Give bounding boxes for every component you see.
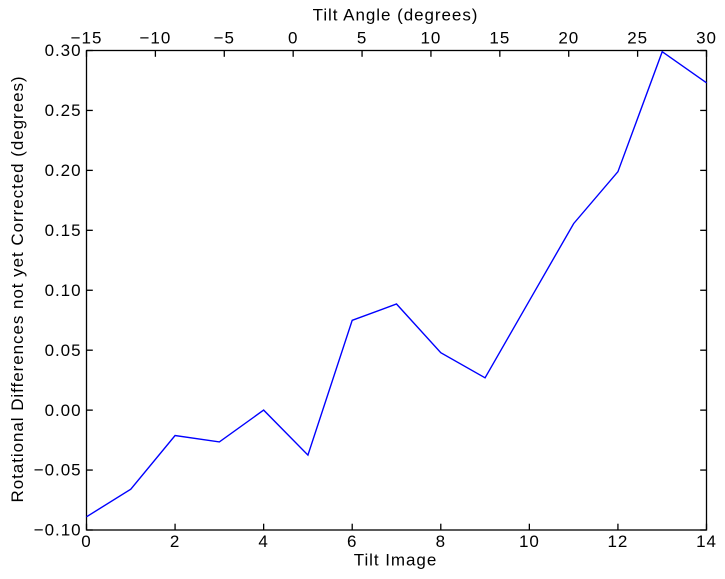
svg-text:0.25: 0.25 — [45, 101, 82, 120]
svg-text:0.20: 0.20 — [45, 161, 82, 180]
svg-text:10: 10 — [519, 532, 540, 551]
svg-text:4: 4 — [258, 532, 268, 551]
svg-text:12: 12 — [608, 532, 629, 551]
svg-text:15: 15 — [489, 28, 510, 47]
svg-text:−5: −5 — [214, 28, 235, 47]
svg-text:0.10: 0.10 — [45, 281, 82, 300]
svg-text:14: 14 — [696, 532, 717, 551]
svg-text:2: 2 — [170, 532, 180, 551]
svg-text:−10: −10 — [140, 28, 172, 47]
svg-text:0: 0 — [288, 28, 298, 47]
svg-text:8: 8 — [436, 532, 446, 551]
svg-text:−0.05: −0.05 — [34, 461, 82, 480]
svg-text:25: 25 — [627, 28, 648, 47]
svg-text:20: 20 — [558, 28, 579, 47]
svg-text:6: 6 — [347, 532, 357, 551]
svg-text:5: 5 — [357, 28, 367, 47]
svg-text:30: 30 — [696, 28, 717, 47]
svg-text:Tilt Angle (degrees): Tilt Angle (degrees) — [313, 5, 479, 24]
svg-text:−15: −15 — [71, 28, 103, 47]
svg-text:Rotational Differences not yet: Rotational Differences not yet Corrected… — [8, 75, 27, 502]
svg-text:0.05: 0.05 — [45, 341, 82, 360]
svg-text:0.15: 0.15 — [45, 221, 82, 240]
svg-text:0.00: 0.00 — [45, 401, 82, 420]
svg-text:10: 10 — [421, 28, 442, 47]
svg-text:−0.10: −0.10 — [34, 521, 82, 540]
svg-text:0: 0 — [81, 532, 91, 551]
svg-text:0.30: 0.30 — [45, 41, 82, 60]
svg-text:Tilt Image: Tilt Image — [354, 551, 438, 570]
